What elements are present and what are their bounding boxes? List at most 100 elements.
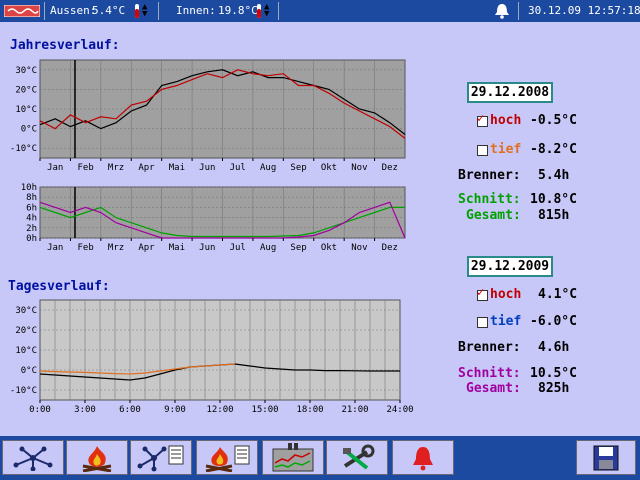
gesamt-label-2008: Gesamt: xyxy=(466,208,521,223)
schnitt-value-2009: 10.5°C xyxy=(530,366,577,381)
x-tick-label: Mrz xyxy=(108,163,124,173)
x-tick-label: 0:00 xyxy=(29,405,51,415)
x-tick-label: Jun xyxy=(199,243,215,253)
y-tick-label: 20°C xyxy=(15,85,37,95)
y-tick-label: 6h xyxy=(26,203,37,213)
series-line-2009 xyxy=(39,69,406,135)
nodes-doc-button[interactable] xyxy=(130,440,192,475)
chart-button[interactable] xyxy=(262,440,324,475)
y-tick-label: 30°C xyxy=(15,66,37,76)
x-tick-label: Dez xyxy=(382,163,398,173)
date-field-2008[interactable]: 29.12.2008 xyxy=(467,82,553,103)
nodes-doc-icon xyxy=(137,445,184,471)
x-tick-label: Nov xyxy=(351,163,367,173)
fire-doc-icon xyxy=(205,445,250,472)
x-tick-label: Mrz xyxy=(108,243,124,253)
x-tick-label: Mai xyxy=(169,163,185,173)
brenner-label-2008: Brenner: xyxy=(458,168,521,183)
brenner-label-2009: Brenner: xyxy=(458,340,521,355)
inside-temp-label: Innen: xyxy=(176,4,216,17)
outside-temp-value: 5.4°C xyxy=(92,4,126,17)
y-tick-label: 4h xyxy=(26,214,37,224)
x-tick-label: Okt xyxy=(321,163,337,173)
x-tick-label: Dez xyxy=(382,243,398,253)
tief-label-2008: tief xyxy=(490,142,522,157)
x-tick-label: 3:00 xyxy=(74,405,96,415)
tief-value-2009: -6.0°C xyxy=(530,314,577,329)
gesamt-label-2009: Gesamt: xyxy=(466,381,521,396)
x-tick-label: Jul xyxy=(230,163,246,173)
y-tick-label: -10°C xyxy=(10,144,37,154)
datetime: 30.12.09 12:57:18 xyxy=(528,4,640,17)
alarm-bell-icon xyxy=(413,446,433,470)
x-tick-label: Feb xyxy=(77,163,93,173)
x-tick-label: Feb xyxy=(77,243,93,253)
status-bar: Aussen: 5.4°C ▲ ▼ Innen: 19.8°C ▲ ▼ 30.12.… xyxy=(0,0,640,22)
brenner-value-2009: 4.6h xyxy=(538,340,570,355)
nodes-button[interactable] xyxy=(2,440,64,475)
chart-icon xyxy=(272,442,314,471)
x-tick-label: Okt xyxy=(321,243,337,253)
gesamt-value-2008: 815h xyxy=(538,208,570,223)
x-tick-label: Jun xyxy=(199,163,215,173)
x-tick-label: Sep xyxy=(290,243,306,253)
series-line-2008 xyxy=(39,69,406,139)
y-tick-label: 10°C xyxy=(15,346,37,356)
y-tick-label: 30°C xyxy=(15,306,37,316)
save-button[interactable] xyxy=(576,440,636,475)
year-temperature-chart: 30°C 20°C 10°C 0°C -10°C Jan Feb Mrz Apr Mai Jun Ju… xyxy=(10,59,406,173)
thermometer-icon xyxy=(135,4,139,18)
x-tick-label: Nov xyxy=(351,243,367,253)
date-field-2009[interactable]: 29.12.2009 xyxy=(467,256,553,277)
brenner-value-2008: 5.4h xyxy=(538,168,570,183)
hoch-label-2009: hoch xyxy=(490,287,522,302)
schnitt-value-2008: 10.8°C xyxy=(530,192,577,207)
x-tick-label: 6:00 xyxy=(119,405,141,415)
tools-icon xyxy=(343,444,375,470)
tief-checkbox-2009[interactable] xyxy=(477,317,488,328)
gesamt-value-2009: 825h xyxy=(538,381,570,396)
day-temperature-chart: 30°C 20°C 10°C 0°C -10°C 0:00 3:00 6:00 9:00 12:0… xyxy=(10,299,414,415)
x-tick-label: Apr xyxy=(138,243,155,253)
schnitt-label-2009: Schnitt: xyxy=(458,366,521,381)
fire-button[interactable] xyxy=(66,440,128,475)
hoch-checkbox-2009[interactable] xyxy=(477,285,488,301)
x-tick-label: Mai xyxy=(169,243,185,253)
x-tick-label: 18:00 xyxy=(296,405,323,415)
x-tick-label: 21:00 xyxy=(341,405,368,415)
y-tick-label: 20°C xyxy=(15,326,37,336)
y-tick-label: 0°C xyxy=(21,366,37,376)
x-tick-label: 9:00 xyxy=(164,405,186,415)
schnitt-label-2008: Schnitt: xyxy=(458,192,521,207)
heating-logo-icon xyxy=(4,5,40,17)
outside-temp-label: Aussen: xyxy=(50,4,97,17)
alarm-button[interactable] xyxy=(392,440,454,475)
tief-label-2009: tief xyxy=(490,314,522,329)
x-tick-label: 15:00 xyxy=(251,405,278,415)
bottom-toolbar xyxy=(0,436,640,480)
x-tick-label: Jul xyxy=(230,243,246,253)
x-tick-label: Apr xyxy=(138,163,155,173)
tools-button[interactable] xyxy=(326,440,388,475)
y-tick-label: 8h xyxy=(26,193,37,203)
section-title-tagesverlauf: Tagesverlauf: xyxy=(8,279,110,294)
y-tick-label: 10h xyxy=(21,183,37,193)
trend-arrows-icon: ▲ ▼ xyxy=(142,2,148,19)
hoch-value-2008: -0.5°C xyxy=(530,113,577,128)
x-tick-label: Jan xyxy=(47,163,63,173)
x-tick-label: Jan xyxy=(47,243,63,253)
y-tick-label: 2h xyxy=(26,224,37,234)
hoch-checkbox-2008[interactable] xyxy=(477,111,488,127)
x-tick-label: Sep xyxy=(290,163,306,173)
tief-checkbox-2008[interactable] xyxy=(477,145,488,156)
series-line-2008 xyxy=(39,363,236,375)
y-tick-label: 10°C xyxy=(15,105,37,115)
bell-icon[interactable] xyxy=(494,3,510,19)
thermometer-icon xyxy=(257,4,261,18)
tief-value-2008: -8.2°C xyxy=(530,142,577,157)
section-title-jahresverlauf: Jahresverlauf: xyxy=(10,38,120,53)
hoch-value-2009: 4.1°C xyxy=(538,287,578,302)
fire-doc-button[interactable] xyxy=(196,440,258,475)
y-tick-label: 0h xyxy=(26,234,37,244)
